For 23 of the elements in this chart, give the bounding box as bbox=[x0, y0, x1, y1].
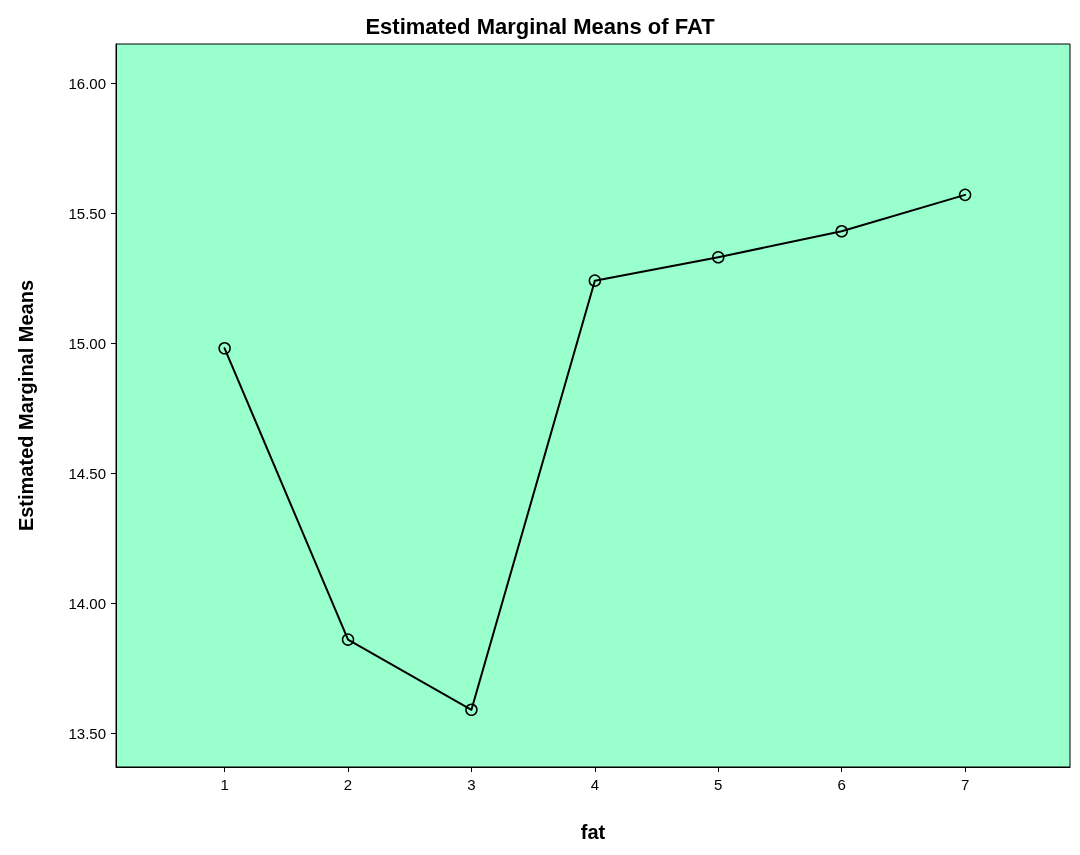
y-tick-label: 15.50 bbox=[68, 204, 106, 222]
x-tick-label: 5 bbox=[714, 776, 723, 793]
x-tick-label: 1 bbox=[220, 776, 229, 793]
point bbox=[465, 703, 478, 717]
chart-title: Estimated Marginal Means of FAT bbox=[365, 13, 716, 39]
x-axis-title: fat bbox=[580, 821, 606, 843]
y-tick-label: 13.50 bbox=[68, 724, 106, 742]
point bbox=[588, 274, 602, 287]
point bbox=[712, 251, 725, 264]
y-axis-title: Estimated Marginal Means bbox=[15, 279, 37, 532]
x-tick-label: 4 bbox=[590, 776, 600, 793]
y-tick-label: 14.50 bbox=[68, 464, 106, 482]
x-tick-label: 6 bbox=[837, 776, 846, 793]
point bbox=[835, 225, 848, 238]
point bbox=[218, 342, 231, 355]
x-tick-label: 2 bbox=[343, 776, 353, 793]
point bbox=[958, 188, 972, 202]
y-tick-label: 15.00 bbox=[68, 334, 106, 352]
point bbox=[341, 633, 355, 646]
y-tick-label: 16.00 bbox=[68, 74, 106, 92]
y-tick-label: 14.00 bbox=[68, 594, 106, 612]
x-tick-label: 7 bbox=[960, 776, 970, 793]
x-tick-label: 3 bbox=[467, 776, 476, 793]
